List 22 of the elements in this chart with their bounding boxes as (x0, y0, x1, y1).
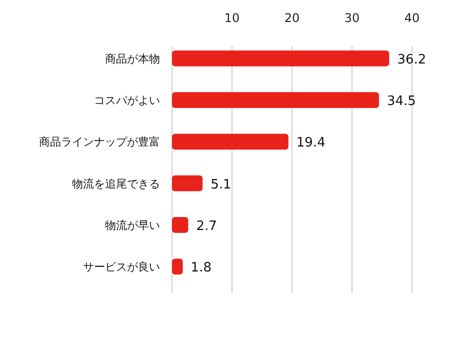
bar (172, 258, 183, 275)
data-label: 36.2 (397, 52, 426, 68)
y-tick-label: 商品ラインナップが豊富 (39, 136, 160, 149)
bar (172, 217, 188, 233)
data-label: 34.5 (387, 94, 416, 110)
y-tick-label: コスパがよい (94, 94, 160, 108)
bar (172, 175, 203, 192)
bar (172, 134, 288, 150)
x-tick-label: 40 (404, 11, 420, 25)
x-tick-label: 30 (344, 11, 360, 25)
data-label: 2.7 (196, 218, 217, 234)
data-label: 19.4 (296, 136, 326, 151)
y-tick-label: 物流を追尾できる (72, 177, 160, 190)
y-tick-label: 商品が本物 (105, 52, 160, 66)
bar (172, 50, 390, 66)
x-tick-label: 20 (284, 11, 300, 25)
y-tick-label: 物流が早い (105, 218, 160, 232)
y-tick-label: サービスが良い (83, 260, 160, 274)
bar (172, 92, 379, 108)
data-label: 5.1 (210, 177, 232, 192)
data-label: 1.8 (190, 260, 212, 276)
x-tick-label: 10 (224, 11, 240, 25)
